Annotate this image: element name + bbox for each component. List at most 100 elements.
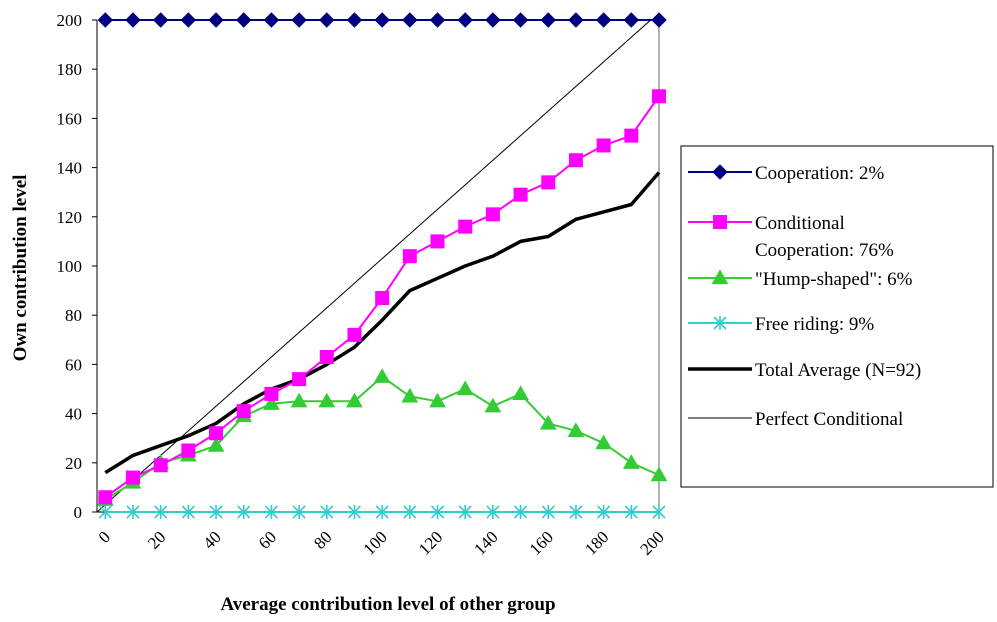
series-1-point (624, 128, 639, 143)
plot-area: 0 20 40 60 80 100 120 140 160 180 200 0 20 40 60 80 100… (57, 11, 668, 559)
series-3-point (181, 505, 195, 519)
series-2 (96, 368, 668, 506)
x-tick-label: 60 (255, 527, 280, 552)
y-tick-label: 40 (65, 405, 82, 424)
series-1-point (485, 207, 500, 222)
series-2-point (456, 380, 474, 396)
series-0-point (97, 12, 114, 28)
series-2-line (104, 375, 660, 501)
x-tick-label: 40 (199, 527, 224, 552)
series-3-point (541, 505, 555, 519)
series-3-point (264, 505, 278, 519)
legend-item-1-label: Conditional (755, 213, 845, 234)
series-1 (98, 89, 666, 505)
series-3-point (347, 505, 362, 519)
series-1-point (98, 490, 113, 505)
legend-item-0: Cooperation: 2% (688, 163, 884, 184)
series-1-point (292, 372, 307, 387)
legend-item-4-label: Total Average (N=92) (755, 360, 921, 381)
legend-item-3-marker (713, 316, 727, 330)
legend-item-4: Total Average (N=92) (688, 360, 921, 381)
series-2-point (263, 395, 280, 410)
series-1-point (319, 350, 334, 365)
series-3-point (458, 505, 472, 519)
series-layer (96, 12, 668, 519)
legend-item-1-marker (713, 215, 727, 229)
legend-item-2-label: "Hump-shaped": 6% (755, 269, 913, 290)
series-1-point (652, 89, 666, 104)
legend-item-3: Free riding: 9% (688, 314, 874, 335)
series-1-point (375, 290, 390, 305)
series-2-point (595, 434, 612, 450)
legend-item-5-label: Perfect Conditional (755, 409, 903, 430)
x-tick-label: 160 (526, 527, 557, 558)
series-3-point (154, 505, 168, 519)
y-tick-label: 200 (57, 11, 83, 30)
series-0-point (485, 12, 501, 28)
y-tick-label: 140 (57, 159, 83, 178)
y-axis-title: Own contribution level (10, 175, 31, 362)
y-tick-label: 60 (65, 355, 82, 374)
x-tick-label: 20 (144, 527, 169, 552)
series-1-point (596, 138, 611, 153)
legend-item-0-label: Cooperation: 2% (755, 163, 884, 184)
series-1-point (181, 443, 196, 458)
series-1-point (125, 470, 140, 485)
series-2-point (401, 387, 419, 403)
series-2-point (318, 392, 336, 408)
series-2-point (207, 437, 225, 452)
series-1-point (264, 386, 279, 401)
series-2-point (650, 466, 668, 482)
series-0-point (152, 12, 169, 28)
x-tick-label: 80 (310, 527, 335, 552)
series-3-point (486, 505, 500, 519)
legend: Cooperation: 2% Conditional Cooperation: 7… (680, 145, 994, 488)
series-1-point (153, 458, 168, 473)
y-tick-label: 20 (65, 454, 82, 473)
y-tick-label: 100 (57, 257, 83, 276)
series-0-point (374, 12, 390, 28)
series-3-point (430, 505, 445, 519)
series-0-point (346, 12, 363, 28)
legend-item-2: "Hump-shaped": 6% (688, 269, 913, 290)
x-tick-label: 140 (470, 527, 501, 558)
series-3-point (237, 505, 251, 519)
y-tick-label: 120 (57, 208, 83, 227)
series-3-point (98, 505, 112, 519)
y-tick-label: 0 (74, 503, 83, 522)
series-0-point (402, 12, 418, 28)
series-2-point (346, 392, 363, 408)
series-2-point (622, 454, 640, 469)
series-0-point (208, 12, 224, 28)
x-tick-label: 0 (95, 527, 114, 546)
series-1-point (236, 404, 251, 419)
series-3-point (514, 505, 528, 519)
series-1-point (513, 187, 528, 202)
legend-item-2-marker (711, 269, 729, 285)
legend-item-1: Conditional Cooperation: 76% (688, 213, 894, 261)
series-5-line (96, 19, 652, 513)
x-tick-label: 120 (415, 527, 446, 558)
series-3-point (209, 505, 223, 519)
series-2-point (290, 392, 308, 408)
series-0-point (568, 12, 584, 28)
series-2-point (567, 422, 585, 437)
series-0-point (651, 12, 667, 28)
series-0-point (236, 12, 252, 28)
x-tick-label: 200 (636, 527, 667, 558)
series-4 (104, 171, 661, 475)
series-3-point (320, 505, 334, 519)
series-3-point (597, 505, 611, 519)
series-0 (97, 12, 667, 28)
series-0-point (263, 12, 280, 28)
legend-items: Cooperation: 2% Conditional Cooperation: 7… (688, 163, 921, 430)
series-3 (98, 505, 666, 519)
series-0-point (512, 12, 529, 28)
series-0-point (180, 12, 197, 28)
series-4-line (104, 171, 661, 475)
series-2-point (429, 392, 446, 408)
y-tick-label: 180 (57, 60, 83, 79)
x-axis-title: Average contribution level of other grou… (220, 594, 555, 615)
series-0-point (291, 12, 307, 28)
